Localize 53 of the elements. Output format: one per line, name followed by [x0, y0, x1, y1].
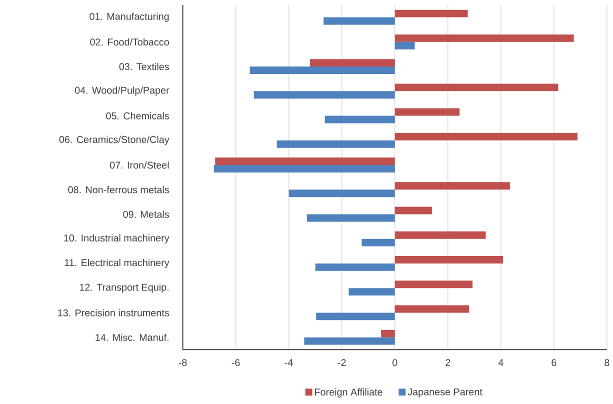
bar	[324, 116, 395, 124]
bar	[394, 108, 460, 116]
bar	[394, 206, 432, 214]
x-tick-label: 4	[498, 358, 504, 366]
bar	[394, 10, 468, 18]
y-tick-label: 08. Non-ferrous metals	[68, 186, 169, 194]
bar	[362, 238, 395, 246]
bar	[304, 337, 395, 345]
y-tick-label: 09. Metals	[123, 210, 169, 218]
bar	[250, 66, 395, 74]
bar	[306, 214, 395, 222]
y-tick-label: 04. Wood/Pulp/Paper	[74, 86, 170, 96]
legend-label: Foreign Affiliate	[315, 388, 382, 398]
bar	[316, 312, 395, 320]
bar	[310, 58, 395, 66]
x-tick-label: -4	[284, 358, 293, 366]
y-tick-label: 03. Textiles	[119, 62, 169, 70]
y-tick-label: 01. Manufacturing	[90, 12, 169, 22]
bar	[394, 42, 415, 50]
x-tick-label: 6	[552, 358, 556, 366]
bar	[394, 34, 574, 42]
bar	[348, 288, 395, 296]
y-tick-label: 11. Electrical machinery	[64, 258, 170, 268]
y-tick-label: 13. Precision instruments	[58, 308, 169, 316]
bar	[214, 164, 395, 172]
y-tick-label: 06. Ceramics/Stone/Clay	[59, 136, 170, 145]
y-tick-label: 07. Iron/Steel	[110, 161, 169, 168]
bar	[381, 330, 395, 338]
x-tick-label: -8	[178, 358, 187, 366]
y-tick-label: 02. Food/Tobacco	[90, 38, 169, 46]
y-tick-label: 10. Industrial machinery	[64, 234, 170, 244]
x-tick-label: 8	[604, 358, 610, 366]
y-tick-label: 12. Transport Equip.	[80, 283, 168, 293]
bar	[215, 157, 395, 165]
bar	[394, 84, 558, 91]
y-tick-label: 14. Misc. Manuf.	[96, 334, 168, 341]
bar	[254, 91, 395, 98]
bar	[394, 132, 578, 140]
x-tick-label: 0	[392, 358, 398, 366]
bar	[394, 231, 486, 239]
x-tick-label: 2	[446, 358, 450, 366]
bar	[324, 17, 395, 25]
bar	[288, 189, 395, 197]
bar	[394, 305, 470, 313]
bar	[394, 182, 510, 190]
bar	[315, 263, 395, 271]
y-tick-label: 05. Chemicals	[106, 112, 169, 120]
x-tick-label: -2	[338, 358, 346, 366]
bar	[276, 140, 395, 148]
x-tick-label: -6	[232, 358, 240, 366]
bar	[394, 256, 504, 264]
bar	[394, 280, 473, 288]
legend-label: Japanese Parent	[408, 388, 482, 398]
